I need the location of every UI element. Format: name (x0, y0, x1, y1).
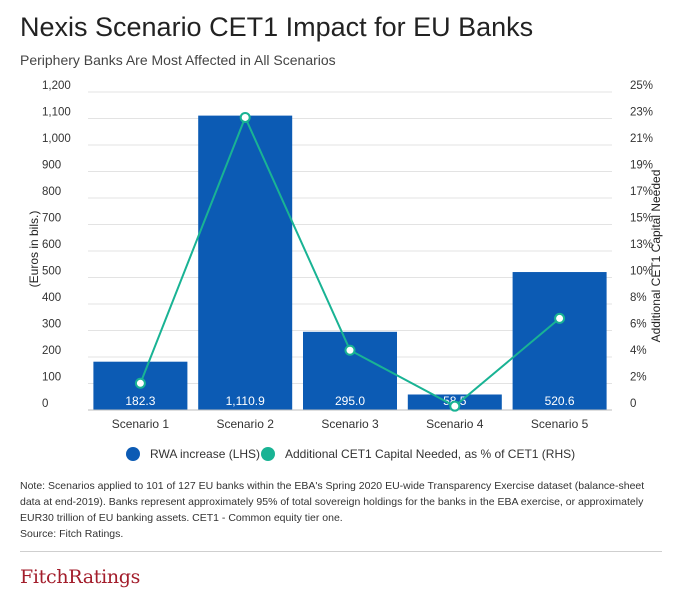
fitch-ratings-logo: FitchRatings (20, 566, 141, 588)
x-tick-label: Scenario 2 (217, 417, 275, 431)
note-text: Note: Scenarios applied to 101 of 127 EU… (20, 480, 645, 524)
left-tick-label: 1,200 (42, 80, 71, 92)
cet1-point-4 (449, 400, 461, 412)
x-tick-label: Scenario 5 (531, 417, 589, 431)
left-tick-label: 1,000 (42, 133, 71, 145)
right-tick-label: 15% (630, 213, 653, 225)
right-tick-label: 6% (630, 319, 647, 331)
x-tick-label: Scenario 4 (426, 417, 484, 431)
bar-value-label: 1,110.9 (226, 394, 265, 408)
left-tick-label: 300 (42, 319, 61, 331)
right-tick-label: 4% (630, 345, 647, 357)
cet1-point-3 (344, 344, 356, 356)
x-tick-label: Scenario 1 (112, 417, 170, 431)
x-tick-label: Scenario 3 (321, 417, 379, 431)
bar-value-label: 520.6 (545, 394, 575, 408)
right-tick-label: 13% (630, 239, 653, 251)
left-tick-label: 400 (42, 292, 61, 304)
legend-bar-swatch (126, 447, 140, 461)
left-axis-title: (Euros in bils.) (27, 211, 41, 288)
footer-divider (20, 551, 662, 552)
cet1-point-1 (134, 377, 146, 389)
left-tick-label: 200 (42, 345, 61, 357)
bar-5 (512, 272, 607, 410)
left-tick-label: 100 (42, 372, 61, 384)
cet1-point-2 (239, 111, 251, 123)
right-tick-label: 8% (630, 292, 647, 304)
left-tick-label: 600 (42, 239, 61, 251)
chart-title: Nexis Scenario CET1 Impact for EU Banks (20, 12, 534, 42)
chart-note: Note: Scenarios applied to 101 of 127 EU… (20, 478, 660, 542)
left-tick-label: 500 (42, 266, 61, 278)
right-tick-label: 19% (630, 160, 653, 172)
bar-value-label: 182.3 (125, 394, 155, 408)
left-tick-label: 700 (42, 213, 61, 225)
right-tick-label: 17% (630, 186, 653, 198)
source-text: Source: Fitch Ratings. (20, 528, 124, 540)
bar-value-label: 295.0 (335, 394, 365, 408)
right-tick-label: 23% (630, 107, 653, 119)
right-tick-label: 10% (630, 266, 653, 278)
left-tick-label: 1,100 (42, 107, 71, 119)
right-tick-label: 25% (630, 80, 653, 92)
cet1-point-5 (554, 312, 566, 324)
right-tick-label: 2% (630, 372, 647, 384)
right-tick-label: 21% (630, 133, 653, 145)
chart-subtitle: Periphery Banks Are Most Affected in All… (20, 52, 336, 68)
legend-line-swatch (261, 447, 275, 461)
left-tick-label: 900 (42, 160, 61, 172)
chart-area: 0 0 100 2% 200 4% 300 6% 400 8% 500 10% 600 13% 700 15%… (27, 80, 663, 461)
right-axis-title: Additional CET1 Capital Needed (649, 170, 663, 343)
left-tick-label: 800 (42, 186, 61, 198)
legend-bar-label: RWA increase (LHS) (150, 447, 260, 461)
right-tick-label: 0 (630, 398, 636, 410)
legend-line-label: Additional CET1 Capital Needed, as % of … (285, 447, 575, 461)
left-tick-label: 0 (42, 398, 48, 410)
bar-2 (198, 115, 293, 410)
